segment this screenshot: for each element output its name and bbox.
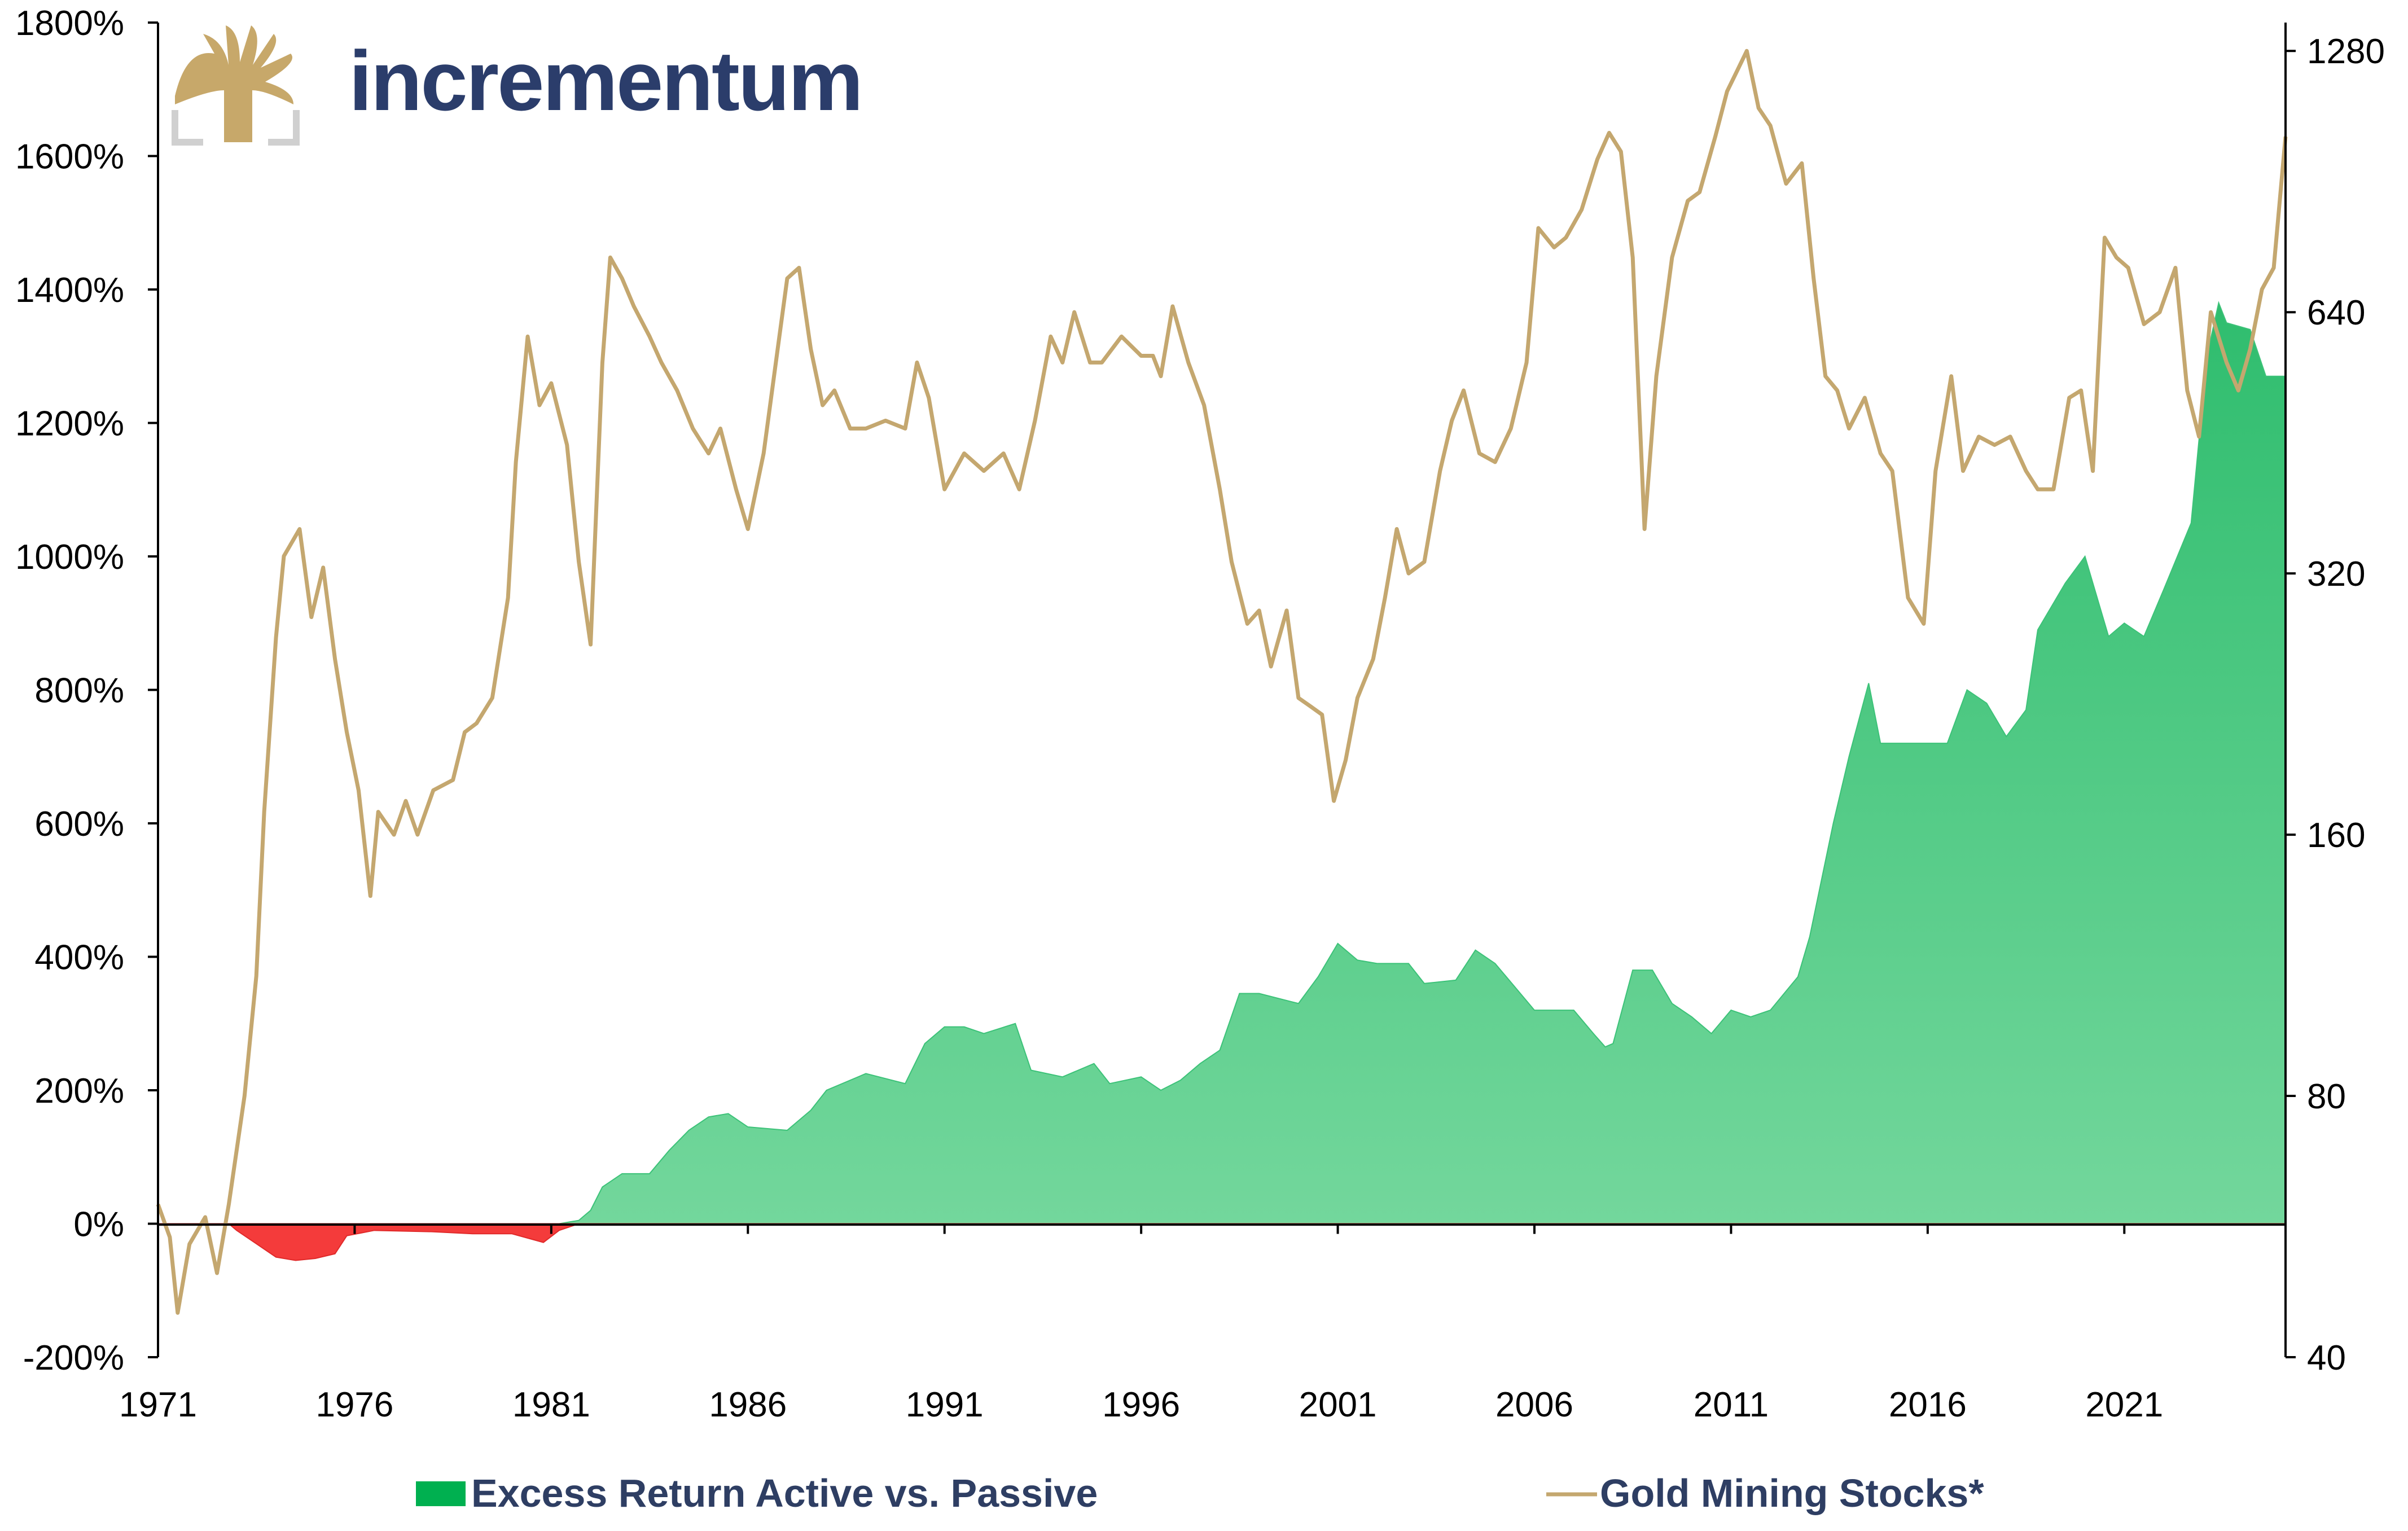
y-right-tick-label: 320 (2307, 555, 2365, 594)
excess-return-area (158, 301, 2286, 1261)
x-tick-label: 2011 (1694, 1385, 1769, 1424)
incrementum-logo: incrementum (172, 25, 863, 146)
x-tick-label: 1991 (906, 1385, 984, 1424)
x-tick-label: 1996 (1102, 1385, 1180, 1424)
y-right-tick-label: 160 (2307, 816, 2365, 855)
x-tick-label: 1981 (512, 1385, 590, 1424)
y-left-tick-label: 1400% (15, 271, 124, 310)
x-axis-ticks: 1971 1976 1981 1986 1991 1996 2001 2006 2011 2016… (119, 1223, 2163, 1424)
right-y-axis-ticks: 40 80 160 320 640 1280 (2286, 32, 2385, 1378)
y-left-tick-label: 0% (73, 1205, 124, 1244)
x-tick-label: 2021 (2085, 1385, 2163, 1424)
legend-label-gold-mining-stocks: Gold Mining Stocks* (1600, 1471, 1984, 1515)
x-tick-label: 2001 (1299, 1385, 1377, 1424)
gold-mining-stocks-line (156, 49, 2288, 1315)
logo-trunk (224, 85, 252, 142)
excess-return-positive-area (158, 301, 2286, 1225)
brand-name: incrementum (349, 33, 862, 128)
left-y-axis-ticks: -200% 0% 200% 400% 600% 800% 1000% 1200% 1400% 16… (15, 4, 158, 1378)
y-left-tick-label: 200% (34, 1072, 124, 1111)
x-tick-label: 1986 (709, 1385, 787, 1424)
legend-item-gold-mining-stocks: Gold Mining Stocks* (1546, 1471, 1984, 1515)
x-tick-label: 1971 (119, 1385, 197, 1424)
y-left-tick-label: 1200% (15, 405, 124, 444)
logo-right-bracket (268, 110, 300, 146)
x-tick-label: 2016 (1889, 1385, 1967, 1424)
legend: Excess Return Active vs. Passive Gold Mi… (416, 1471, 1984, 1515)
axes: 1971 1976 1981 1986 1991 1996 2001 2006 2011 2016… (15, 4, 2385, 1424)
legend-label-excess-return: Excess Return Active vs. Passive (471, 1471, 1098, 1515)
excess-return-negative-area (158, 1223, 2286, 1261)
x-tick-label: 1976 (315, 1385, 393, 1424)
y-right-tick-label: 80 (2307, 1077, 2346, 1116)
logo-crown (175, 25, 293, 104)
y-left-tick-label: 600% (34, 805, 124, 844)
y-left-tick-label: 1000% (15, 538, 124, 577)
tree-logo-icon (175, 25, 293, 142)
y-right-tick-label: 640 (2307, 293, 2365, 332)
y-right-tick-label: 40 (2307, 1339, 2346, 1378)
x-tick-label: 2006 (1495, 1385, 1573, 1424)
y-right-tick-label: 1280 (2307, 32, 2385, 71)
y-left-tick-label: 800% (34, 672, 124, 710)
legend-swatch-excess-return (416, 1481, 466, 1506)
y-left-tick-label: 400% (34, 938, 124, 977)
y-left-tick-label: 1600% (15, 138, 124, 177)
logo-left-bracket (172, 110, 203, 146)
y-left-tick-label: 1800% (15, 4, 124, 43)
legend-item-excess-return: Excess Return Active vs. Passive (416, 1471, 1098, 1515)
y-left-tick-label: -200% (23, 1339, 124, 1378)
